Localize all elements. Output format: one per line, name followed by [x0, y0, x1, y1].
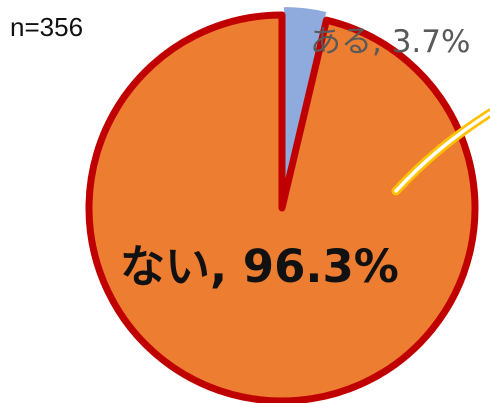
slice-label-aru: ある, 3.7%: [310, 24, 470, 60]
pie-slice-nai: [85, 11, 479, 403]
pie-slices: [85, 5, 479, 403]
callout-line-inner: [394, 111, 490, 193]
label-callout: [391, 108, 490, 196]
sample-size-label: n=356: [10, 12, 84, 42]
pie-labels: ある, 3.7% ない, 96.3%: [120, 24, 470, 293]
slice-label-nai: ない, 96.3%: [120, 240, 399, 293]
